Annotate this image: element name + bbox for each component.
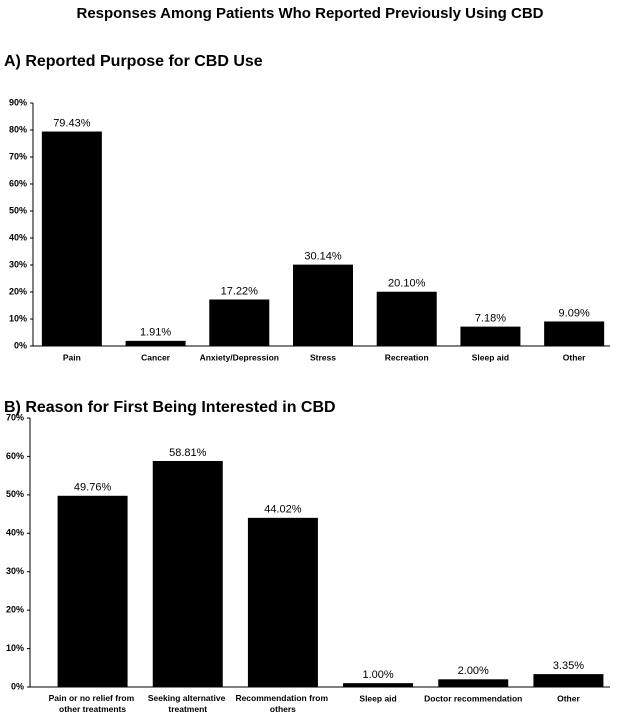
figure-title: Responses Among Patients Who Reported Pr… (76, 5, 543, 22)
x-tick-label: Sleep aid (472, 352, 509, 362)
y-tick-label: 50% (9, 205, 27, 215)
y-tick-label: 60% (9, 178, 27, 188)
x-tick-label: Cancer (141, 352, 171, 362)
bar (544, 321, 605, 346)
bar (247, 517, 318, 687)
value-label: 58.81% (169, 447, 207, 459)
bar (152, 461, 223, 687)
value-label: 17.22% (221, 285, 259, 297)
x-tick-label: Pain or no relief from other treatments (49, 693, 137, 714)
bar (57, 495, 128, 687)
y-tick-label: 0% (14, 340, 27, 350)
bar (293, 264, 353, 346)
y-tick-label: 90% (9, 97, 27, 107)
y-tick-label: 60% (6, 451, 24, 461)
bar (376, 291, 437, 346)
value-label: 7.18% (475, 313, 506, 325)
y-tick-label: 70% (9, 151, 27, 161)
value-label: 1.00% (362, 669, 393, 681)
bar (343, 683, 414, 687)
chart-title: B) Reason for First Being Interested in … (4, 399, 336, 416)
x-tick-label: Recreation (385, 352, 429, 362)
value-label: 9.09% (559, 307, 590, 319)
bar (533, 674, 604, 687)
y-tick-label: 40% (9, 232, 27, 242)
bar (41, 131, 102, 346)
value-label: 2.00% (458, 665, 489, 677)
x-tick-label: Recommendation from others (235, 693, 330, 714)
y-tick-label: 10% (6, 643, 24, 653)
bar (438, 679, 509, 687)
x-tick-label: Sleep aid (359, 693, 396, 703)
value-label: 1.91% (140, 327, 171, 339)
x-tick-label: Pain (63, 352, 81, 362)
value-label: 20.10% (388, 278, 426, 290)
y-tick-label: 20% (9, 286, 27, 296)
bar (460, 326, 521, 346)
value-label: 3.35% (553, 660, 584, 672)
bar (209, 299, 270, 346)
x-tick-label: Other (563, 352, 586, 362)
x-tick-label: Anxiety/Depression (200, 352, 279, 362)
y-tick-label: 40% (6, 528, 24, 538)
value-label: 30.14% (304, 251, 342, 263)
value-label: 79.43% (53, 117, 91, 129)
y-tick-label: 80% (9, 124, 27, 134)
y-tick-label: 30% (9, 259, 27, 269)
bar (125, 340, 186, 346)
chart-title: A) Reported Purpose for CBD Use (4, 53, 263, 70)
y-tick-label: 0% (11, 681, 24, 691)
y-tick-label: 70% (6, 412, 24, 422)
x-tick-label: Stress (310, 352, 336, 362)
y-tick-label: 50% (6, 489, 24, 499)
x-tick-label: Seeking alternative treatment (148, 693, 228, 714)
y-tick-label: 10% (9, 313, 27, 323)
y-tick-label: 20% (6, 605, 24, 615)
y-tick-label: 30% (6, 566, 24, 576)
value-label: 49.76% (74, 482, 112, 494)
x-tick-label: Doctor recommendation (424, 693, 522, 703)
value-label: 44.02% (264, 504, 302, 516)
x-tick-label: Other (557, 693, 580, 703)
